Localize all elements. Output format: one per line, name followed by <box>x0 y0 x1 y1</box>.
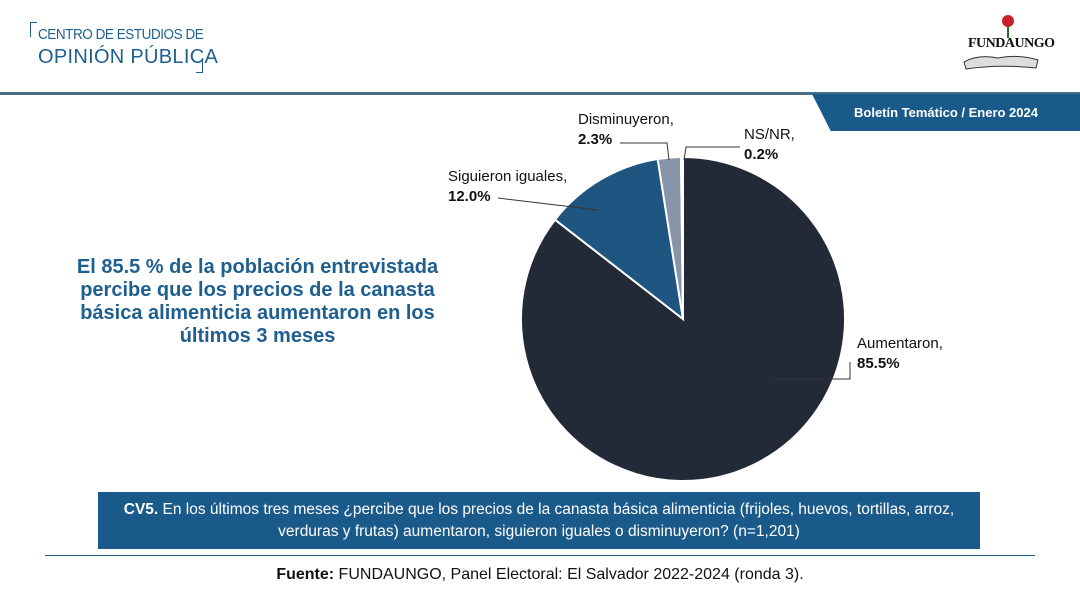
source-note: Fuente: FUNDAUNGO, Panel Electoral: El S… <box>0 566 1080 584</box>
slice-value: 0.2% <box>744 146 779 163</box>
question-box: CV5. En los últimos tres meses ¿percibe … <box>98 492 980 549</box>
slice-label: Aumentaron, <box>857 335 943 352</box>
leader-disminuyeron <box>620 142 670 161</box>
pie-slice-3 <box>679 155 684 320</box>
logo-text: FUNDAUNGO <box>968 36 1055 51</box>
label-siguieron: Siguieron iguales, 12.0% <box>448 167 567 207</box>
rose-icon <box>963 15 1039 70</box>
pie-slice-1 <box>553 157 685 322</box>
leader-siguieron <box>497 197 599 211</box>
label-aumentaron: Aumentaron, 85.5% <box>857 334 943 374</box>
question-code: CV5. <box>123 500 159 518</box>
slice-label: NS/NR, <box>744 126 795 143</box>
slice-value: 2.3% <box>578 131 613 148</box>
logo-bracket <box>30 22 37 37</box>
footer-divider <box>45 555 1035 556</box>
slice-value: 12.0% <box>448 188 491 205</box>
label-nsnr: NS/NR, 0.2% <box>744 125 795 165</box>
slice-label: Disminuyeron, <box>578 111 674 128</box>
slice-label: Siguieron iguales, <box>448 168 568 185</box>
source-text: FUNDAUNGO, Panel Electoral: El Salvador … <box>334 566 804 583</box>
source-label: Fuente: <box>276 566 335 583</box>
org-line1: CENTRO DE ESTUDIOS DE <box>38 26 204 43</box>
leader-lines <box>497 142 851 380</box>
leader-aumentaron <box>771 362 851 380</box>
question-text: En los últimos tres meses ¿percibe que l… <box>158 500 955 540</box>
leader-nsnr <box>683 146 740 161</box>
logo-bracket <box>196 58 203 73</box>
org-line2: OPINIÓN PÚBLICA <box>38 46 219 68</box>
headline: El 85.5 % de la población entrevistada p… <box>76 256 439 347</box>
pie-slice-0 <box>520 155 846 482</box>
fundaungo-logo: FUNDAUNGO <box>958 12 1055 74</box>
slice-value: 85.5% <box>857 355 900 372</box>
label-disminuyeron: Disminuyeron, 2.3% <box>578 110 674 150</box>
bulletin-badge: Boletín Temático / Enero 2024 <box>812 94 1080 131</box>
header-divider <box>0 92 1080 95</box>
